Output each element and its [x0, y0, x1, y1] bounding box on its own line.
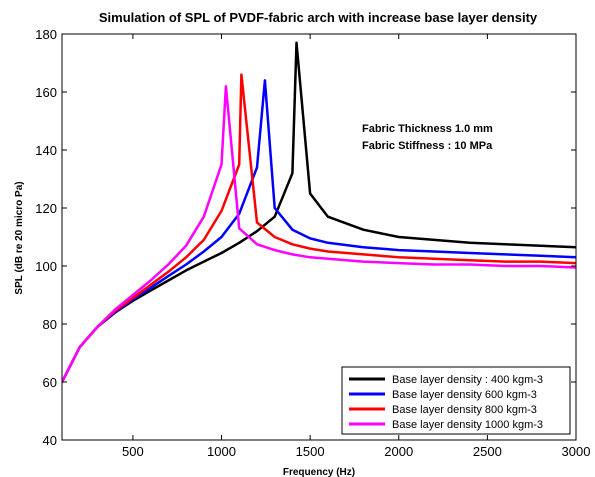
y-axis-label: SPL (dB re 20 micro Pa) — [14, 181, 25, 294]
x-tick-label: 3000 — [562, 444, 591, 459]
legend-label-1: Base layer density : 400 kgm-3 — [392, 374, 543, 386]
chart-legend: Base layer density : 400 kgm-3 Base layer… — [341, 366, 571, 435]
series-line-1 — [62, 41, 576, 383]
y-tick-label: 100 — [35, 259, 57, 274]
x-tick-label: 1500 — [296, 444, 325, 459]
y-tick-label: 160 — [35, 85, 57, 100]
series-line-2 — [62, 79, 576, 383]
y-tick-label: 60 — [43, 375, 57, 390]
legend-label-4: Base layer density 1000 kgm-3 — [392, 419, 543, 431]
chart-title: Simulation of SPL of PVDF-fabric arch wi… — [99, 10, 538, 25]
legend-label-3: Base layer density 800 kgm-3 — [392, 404, 537, 416]
axes-frame — [61, 33, 577, 441]
x-tick-label: 1000 — [207, 444, 236, 459]
series-line-3 — [62, 73, 576, 383]
y-tick-label: 40 — [43, 433, 57, 448]
annotation-thickness: Fabric Thickness 1.0 mm — [362, 123, 493, 135]
axis-ticks: 500 1000 1500 2000 2500 3000 40 60 80 100 120 140 16… — [35, 27, 590, 459]
y-tick-label: 80 — [43, 317, 57, 332]
x-tick-label: 2000 — [384, 444, 413, 459]
y-tick-label: 120 — [35, 201, 57, 216]
annotation-stiffness: Fabric Stiffness : 10 MPa — [362, 140, 493, 152]
x-tick-label: 2500 — [473, 444, 502, 459]
x-axis-label: Frequency (Hz) — [283, 467, 355, 477]
y-tick-label: 140 — [35, 143, 57, 158]
x-tick-label: 500 — [122, 444, 144, 459]
series-line-4 — [62, 84, 576, 383]
plot-area — [62, 41, 576, 383]
legend-label-2: Base layer density 600 kgm-3 — [392, 389, 537, 401]
y-tick-label: 180 — [35, 27, 57, 42]
